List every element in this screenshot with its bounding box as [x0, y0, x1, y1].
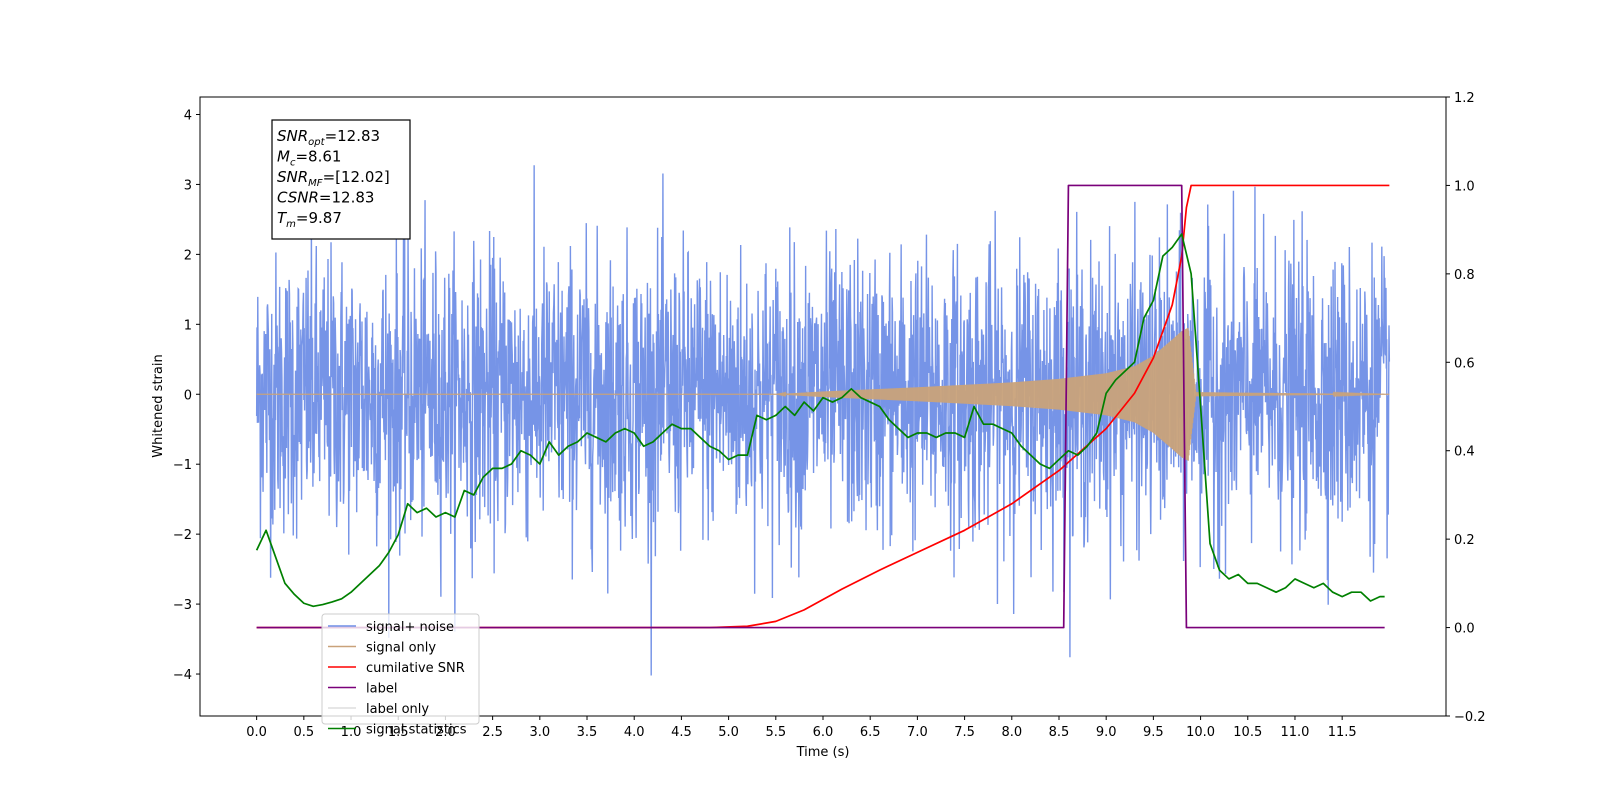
x-axis-label: Time (s): [796, 745, 850, 760]
x-tick-label: 4.0: [624, 725, 645, 740]
legend-label-label: label: [366, 682, 397, 697]
y-axis-right: −0.2 0.0 0.2 0.4 0.6 0.8 1.0 1.2: [1446, 91, 1486, 725]
y-tick-label: 4: [184, 108, 192, 123]
y-tick-label: −3: [173, 598, 192, 613]
x-tick-label: 11.0: [1280, 725, 1309, 740]
y2-tick-label: 1.2: [1454, 91, 1475, 106]
plot-area: [255, 165, 1391, 676]
x-tick-label: 10.5: [1233, 725, 1262, 740]
annotation-value: =[12.02]: [323, 168, 390, 186]
series-signal-only-line: [256, 327, 1390, 461]
y-tick-label: −2: [173, 528, 192, 543]
annotation-value: =8.61: [295, 148, 341, 166]
x-tick-label: 2.0: [435, 725, 456, 740]
annotation-subscript: c: [290, 158, 296, 169]
annotation-value: =9.87: [296, 209, 342, 227]
y2-tick-label: −0.2: [1454, 710, 1486, 725]
y2-tick-label: 1.0: [1454, 179, 1475, 194]
x-axis: 0.0 0.5 1.0 1.5 2.0 2.5 3.0 3.5 4.0 4.5 5.0 5.5 6.0 6…: [246, 716, 1357, 740]
x-tick-label: 5.0: [718, 725, 739, 740]
y-tick-label: 1: [184, 318, 192, 333]
annotation-symbol: T: [277, 209, 288, 227]
annotation-subscript: opt: [308, 137, 325, 148]
series-signal-statistics-line: [255, 233, 1385, 608]
x-tick-label: 0.0: [246, 725, 267, 740]
annotation-subscript: m: [286, 219, 296, 230]
annotation-box: SNRopt=12.83Mc=8.61SNRMF=[12.02]CSNR=12.…: [271, 119, 411, 240]
annotation-value: =12.83: [319, 189, 375, 207]
y-tick-label: −1: [173, 458, 192, 473]
x-tick-label: 9.0: [1096, 725, 1117, 740]
annotation-line: SNRopt=12.83: [277, 127, 380, 148]
annotation-line: Tm=9.87: [277, 209, 342, 230]
x-tick-label: 4.5: [671, 725, 692, 740]
legend-label-signal-only: signal only: [366, 641, 436, 656]
annotation-line: CSNR=12.83: [277, 189, 374, 207]
x-tick-label: 6.5: [860, 725, 881, 740]
annotation-subscript: MF: [308, 178, 323, 189]
legend: signal+ noise signal only cumilative SNR la…: [321, 613, 480, 738]
legend-label-signal-noise: signal+ noise: [366, 620, 454, 635]
annotation-symbol: SNR: [277, 127, 308, 145]
y2-tick-label: 0.6: [1454, 356, 1475, 371]
y-axis-left: −4 −3 −2 −1 0 1 2 3 4: [173, 108, 200, 683]
y2-tick-label: 0.8: [1454, 268, 1475, 283]
annotation-symbol: CSNR: [277, 189, 319, 207]
x-tick-label: 11.5: [1328, 725, 1357, 740]
y2-tick-label: 0.2: [1454, 533, 1475, 548]
x-tick-label: 7.5: [954, 725, 975, 740]
annotation-symbol: SNR: [277, 168, 308, 186]
annotation-box-frame: [271, 119, 411, 240]
y-tick-label: 0: [184, 388, 192, 403]
x-tick-label: 10.0: [1186, 725, 1215, 740]
y-tick-label: 2: [184, 248, 192, 263]
annotation-line: Mc=8.61: [277, 148, 341, 169]
y2-tick-label: 0.0: [1454, 622, 1475, 637]
series-label-line: [256, 184, 1385, 629]
x-tick-label: 3.5: [577, 725, 598, 740]
legend-frame: [321, 613, 480, 725]
x-tick-label: 1.0: [341, 725, 362, 740]
y2-tick-label: 0.4: [1454, 445, 1475, 460]
x-tick-label: 2.5: [482, 725, 503, 740]
x-tick-label: 8.0: [1001, 725, 1022, 740]
x-tick-label: 9.5: [1143, 725, 1164, 740]
x-tick-label: 5.5: [765, 725, 786, 740]
x-tick-label: 1.5: [388, 725, 409, 740]
x-tick-label: 0.5: [293, 725, 314, 740]
legend-label-label-only: label only: [366, 702, 429, 717]
x-tick-label: 8.5: [1049, 725, 1070, 740]
y-tick-label: 3: [184, 178, 192, 193]
legend-label-cumilative-snr: cumilative SNR: [366, 661, 465, 676]
annotation-line: SNRMF=[12.02]: [277, 168, 390, 189]
legend-label-signal-statistics: signal statistics: [366, 723, 467, 738]
y-axis-label: Whitened strain: [151, 354, 166, 457]
y-tick-label: −4: [173, 668, 192, 683]
x-tick-label: 7.0: [907, 725, 928, 740]
annotation-symbol: M: [277, 148, 290, 166]
x-tick-label: 6.0: [813, 725, 834, 740]
series-signal-noise-line: [255, 165, 1391, 676]
annotation-value: =12.83: [325, 127, 381, 145]
x-tick-label: 3.0: [529, 725, 550, 740]
